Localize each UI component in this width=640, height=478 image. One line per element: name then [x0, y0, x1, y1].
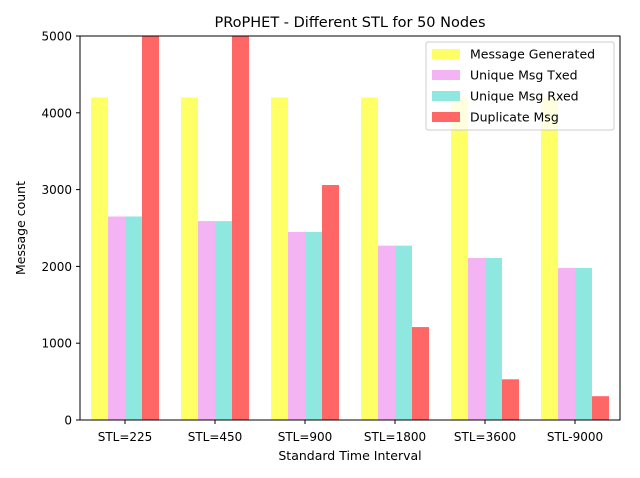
- bar-3-3: [305, 231, 322, 420]
- bar-3-6: [575, 267, 592, 420]
- bar-4-1: [142, 36, 159, 420]
- bar-3-4: [395, 245, 412, 420]
- x-tick-label-1: STL=225: [98, 430, 153, 444]
- x-tick-label-5: STL=3600: [454, 430, 516, 444]
- bar-4-5: [502, 379, 519, 420]
- bar-4-2: [232, 36, 249, 420]
- legend-label-3: Unique Msg Rxed: [470, 89, 579, 104]
- y-tick-label-2: 1000: [41, 337, 72, 351]
- bar-2-5: [468, 257, 485, 420]
- legend-swatch-3: [432, 91, 460, 101]
- bar-2-3: [288, 231, 305, 420]
- bar-3-5: [485, 257, 502, 420]
- bar-1-4: [361, 97, 378, 420]
- bar-2-2: [198, 221, 215, 420]
- bar-4-6: [592, 396, 609, 420]
- legend: Message Generated Unique Msg Txed Unique M…: [425, 41, 615, 131]
- legend-swatch-1: [432, 49, 460, 59]
- bar-2-4: [378, 245, 395, 420]
- bar-3-2: [215, 221, 232, 420]
- y-axis: 0 1000 2000 3000 4000 5000: [41, 30, 80, 428]
- y-tick-label-4: 3000: [41, 183, 72, 197]
- bars-layer: [91, 36, 609, 420]
- legend-swatch-4: [432, 112, 460, 122]
- chart-title: PRoPHET - Different STL for 50 Nodes: [214, 15, 485, 31]
- bar-2-1: [108, 216, 125, 420]
- y-tick-label-3: 2000: [41, 260, 72, 274]
- x-tick-label-2: STL=450: [188, 430, 243, 444]
- bar-3-1: [125, 216, 142, 420]
- legend-box: [425, 41, 615, 131]
- plot-frame: [79, 35, 621, 421]
- y-tick-label-1: 0: [64, 414, 72, 428]
- legend-label-2: Unique Msg Txed: [470, 68, 578, 83]
- bar-1-6: [541, 97, 558, 420]
- x-axis-label: Standard Time Interval: [278, 448, 421, 463]
- x-tick-label-4: STL=1800: [364, 430, 426, 444]
- bar-2-6: [558, 267, 575, 420]
- y-tick-label-6: 5000: [41, 30, 72, 44]
- x-tick-label-6: STL-9000: [547, 430, 603, 444]
- bar-4-4: [412, 327, 429, 420]
- bar-1-1: [91, 97, 108, 420]
- bar-4-3: [322, 184, 339, 420]
- bar-1-2: [181, 97, 198, 420]
- legend-label-1: Message Generated: [470, 47, 595, 62]
- y-tick-label-5: 4000: [41, 106, 72, 120]
- y-axis-label: Message count: [13, 181, 28, 275]
- legend-swatch-2: [432, 70, 460, 80]
- bar-1-5: [451, 97, 468, 420]
- x-axis: STL=225 STL=450 STL=900 STL=1800 STL=3600 STL…: [98, 420, 603, 444]
- bar-1-3: [271, 97, 288, 420]
- x-tick-label-3: STL=900: [278, 430, 333, 444]
- legend-label-4: Duplicate Msg: [470, 110, 559, 125]
